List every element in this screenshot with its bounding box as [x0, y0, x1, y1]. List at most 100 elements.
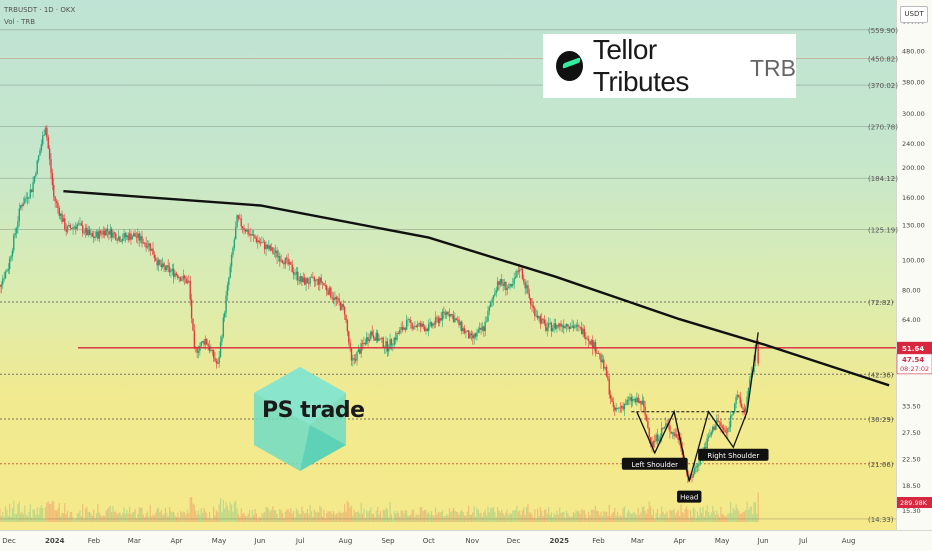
volume-bar — [105, 510, 107, 522]
volume-bar — [437, 511, 439, 522]
candle-body — [368, 339, 371, 341]
volume-bar — [448, 508, 450, 522]
candle-body — [432, 323, 434, 327]
candle-body — [50, 159, 52, 174]
volume-bar — [457, 511, 459, 522]
candle-body — [26, 197, 29, 199]
candle-body — [510, 284, 513, 286]
candle-body — [274, 250, 277, 254]
candle-body — [101, 233, 103, 235]
volume-bar — [443, 516, 445, 522]
candle-body — [618, 407, 620, 409]
volume-bar — [102, 515, 104, 522]
last-price-badge — [896, 353, 932, 375]
volume-bar — [28, 512, 30, 522]
candle-body — [309, 277, 311, 284]
volume-bar — [732, 507, 734, 522]
candle-body — [120, 241, 123, 242]
time-axis-panel[interactable] — [0, 530, 932, 551]
volume-bar — [72, 517, 74, 522]
ps-trade-hexagon-icon — [250, 365, 350, 473]
candle-body — [69, 224, 72, 229]
candle-body — [541, 318, 543, 324]
volume-bar — [459, 511, 462, 522]
curved-trendline — [63, 190, 890, 387]
volume-bar — [162, 514, 164, 522]
candle-body — [388, 349, 390, 352]
volume-bar — [476, 507, 478, 522]
candle-body — [104, 230, 106, 236]
volume-bar — [163, 513, 165, 522]
candle-body — [319, 277, 321, 285]
candle-body — [170, 270, 172, 273]
currency-button[interactable]: USDT — [900, 6, 928, 23]
volume-bar — [535, 518, 537, 522]
volume-bar — [520, 514, 522, 522]
volume-bar — [528, 512, 530, 522]
volume-bar — [724, 516, 726, 522]
candle-body — [229, 266, 231, 278]
candle-body — [676, 434, 678, 438]
volume-bar — [111, 511, 113, 522]
candle-body — [601, 359, 604, 363]
volume-bar — [270, 509, 273, 522]
volume-bar — [319, 505, 321, 522]
volume-bar — [359, 513, 361, 522]
candle-body — [279, 256, 281, 262]
volume-bar — [468, 505, 470, 522]
volume-bar — [42, 508, 44, 522]
candle-body — [408, 319, 411, 321]
candle-body — [353, 358, 355, 360]
volume-bar — [323, 509, 325, 522]
candle-body — [392, 344, 394, 346]
volume-bar — [469, 514, 471, 522]
volume-bar — [177, 512, 179, 522]
volume-bar — [450, 511, 452, 522]
candle-body — [454, 318, 456, 322]
volume-bar — [79, 510, 81, 522]
candle-body — [462, 328, 464, 332]
candle-body — [647, 421, 649, 428]
candle-body — [459, 321, 462, 326]
candle-body — [290, 261, 292, 265]
volume-bar — [674, 514, 677, 522]
volume-bar — [366, 510, 368, 522]
candle-body — [15, 228, 18, 234]
volume-bar — [519, 510, 521, 522]
candle-body — [590, 339, 593, 345]
level-label: (30.29) — [868, 416, 894, 424]
volume-bar — [712, 505, 714, 522]
volume-bar — [370, 507, 372, 522]
volume-bar — [517, 511, 519, 522]
watermark-text: PS trade — [262, 398, 365, 423]
candle-body — [470, 333, 473, 336]
volume-bar — [264, 512, 266, 522]
volume-bar — [280, 510, 282, 522]
volume-bar — [159, 512, 161, 522]
candle-body — [84, 227, 87, 233]
volume-bar — [676, 512, 678, 522]
candle-body — [371, 331, 373, 336]
candle-body — [501, 279, 503, 284]
price-axis-panel[interactable] — [896, 0, 932, 530]
volume-bar — [747, 509, 750, 522]
candle-body — [513, 278, 515, 284]
candle-body — [589, 341, 591, 345]
volume-bar — [430, 511, 433, 522]
candle-body — [243, 227, 245, 230]
candle-body — [725, 432, 728, 434]
volume-bar — [721, 513, 723, 522]
volume-bar — [126, 509, 128, 522]
volume-bar — [502, 513, 504, 522]
candle-body — [160, 264, 162, 268]
candle-body — [76, 224, 78, 229]
volume-bar — [572, 512, 575, 522]
candle-body — [186, 280, 189, 284]
volume-bar — [35, 514, 37, 522]
candle-body — [411, 322, 413, 329]
volume-bar — [663, 514, 666, 522]
volume-bar — [137, 513, 139, 522]
candle-body — [492, 295, 495, 300]
volume-bar — [691, 516, 693, 522]
